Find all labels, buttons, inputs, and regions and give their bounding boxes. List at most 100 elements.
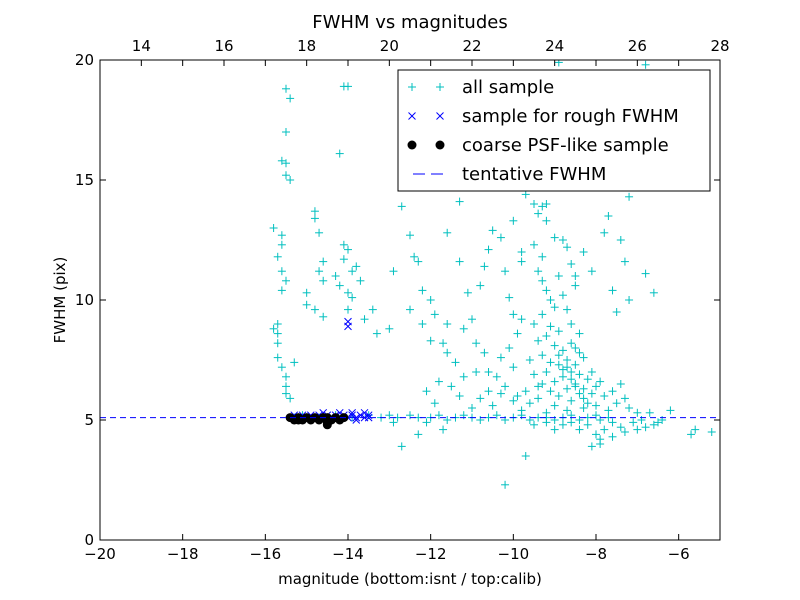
all-sample-point [282,159,290,168]
all-sample-point [530,320,538,328]
all-sample-point [558,372,567,381]
legend-entry-coarse-psf: coarse PSF-like sample [407,135,669,156]
legend-entry-tentative-fwhm: tentative FWHM [413,164,606,185]
all-sample-point [480,348,489,357]
x-tick-label: −14 [332,545,364,563]
all-sample-point [505,293,514,302]
all-sample-point [579,353,588,362]
all-sample-point [707,428,716,436]
all-sample-point [372,329,381,338]
x-stroke-b [348,411,356,420]
all-sample-point [534,382,543,391]
all-sample-point [439,425,448,434]
all-sample-point [290,358,299,367]
all-sample-point [571,281,580,290]
top-tick-label: 22 [462,37,481,55]
legend-marker-b [436,83,444,91]
all-sample-point [542,368,551,376]
all-sample-point [612,308,621,316]
all-sample-point [389,267,398,276]
all-sample-point [335,281,344,290]
coarse-psf-point [322,420,332,430]
top-tick-label: 20 [380,37,399,55]
all-sample-point [542,332,551,340]
legend-plus-marker [408,83,444,91]
all-sample-point [356,276,365,285]
all-sample-point [331,272,340,280]
all-sample-point [459,372,468,381]
all-sample-point [273,329,282,338]
top-tick-label: 26 [628,37,647,55]
all-sample-point [414,257,423,266]
all-sample-point [550,377,559,386]
all-sample-point [645,408,654,417]
x-tick-label: −12 [415,545,447,563]
all-sample-point [608,387,617,396]
all-sample-point [273,252,282,261]
all-sample-point [550,303,559,312]
legend-x-marker [408,112,444,120]
all-sample-point [538,202,547,211]
all-sample-point [501,480,510,489]
all-sample-point [525,356,534,364]
all-sample-point [538,310,547,319]
all-sample-point [567,396,576,405]
all-sample-point [426,336,435,345]
all-sample-point [282,128,290,136]
all-sample-point [550,425,559,434]
all-sample-point [567,368,576,376]
x-tick-label: −20 [84,545,116,563]
all-sample-point [344,305,352,314]
all-sample-point [459,324,468,333]
legend-box [397,69,711,192]
legend-marker-a [407,140,417,150]
y-tick-label: 15 [75,171,94,189]
all-sample-point [484,245,493,254]
all-sample-point [339,255,348,264]
all-sample-point [484,368,493,376]
legend-label-all-sample: all sample [462,77,554,98]
all-sample-point [286,94,295,103]
all-sample-point [546,296,555,304]
all-sample-point [277,156,286,165]
all-sample-point [410,252,419,261]
all-sample-point [633,425,642,434]
y-tick-label: 0 [84,531,94,549]
all-sample-point [509,396,518,405]
x-stroke-b [408,112,416,120]
x-stroke-b [352,416,361,424]
all-sample-point [587,389,596,398]
x-stroke-b [348,408,356,417]
all-sample-point [575,329,584,338]
all-sample-point [443,416,452,424]
all-sample-point [592,401,600,410]
y-tick-label: 5 [84,411,94,429]
all-sample-point [385,324,394,333]
all-sample-point [567,375,576,384]
rough-fwhm-point [360,408,369,417]
all-sample-point [273,320,282,328]
all-sample-point [592,430,600,439]
legend-marker-b [436,112,444,120]
all-sample-point [517,248,526,256]
top-axis: 14 16 18 20 22 24 26 28 [132,37,730,66]
all-sample-point [389,418,398,427]
all-sample-point [509,310,518,319]
all-sample-point [534,394,543,403]
all-sample-point [277,363,286,372]
all-sample-point [496,389,505,398]
all-sample-point [472,368,481,376]
all-sample-point [480,262,489,271]
all-sample-point [476,281,485,290]
all-sample-point [517,257,526,266]
y-tick-label: 20 [75,51,94,69]
all-sample-point [583,399,592,408]
all-sample-point [463,288,472,297]
x-tick-label: −16 [250,545,282,563]
all-sample-point [286,176,295,184]
all-sample-point [282,276,290,285]
all-sample-point [666,406,675,415]
all-sample-point [571,380,580,388]
all-sample-point [492,411,501,420]
all-sample-point [608,286,617,295]
